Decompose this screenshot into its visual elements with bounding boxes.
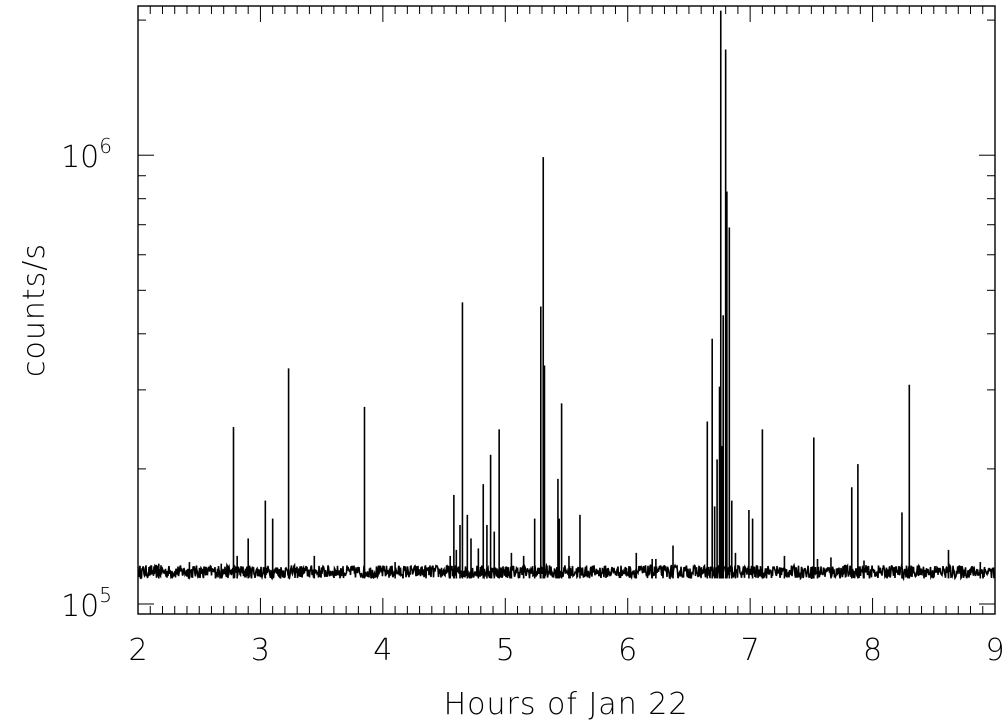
x-tick-label: 7 xyxy=(741,633,760,668)
x-tick-label: 8 xyxy=(863,633,882,668)
light-curve-series xyxy=(138,10,995,582)
y-tick-label: 105 xyxy=(61,583,112,624)
y-axis-label: counts/s xyxy=(17,243,52,377)
axis-tick-labels: 2 3 4 5 6 7 8 9 105 106 xyxy=(61,134,1004,668)
x-tick-label: 2 xyxy=(128,633,147,668)
x-tick-label: 4 xyxy=(373,633,392,668)
axis-ticks xyxy=(137,6,996,614)
x-tick-label: 3 xyxy=(251,633,270,668)
x-axis-label: Hours of Jan 22 xyxy=(444,687,689,722)
baseline-noise xyxy=(138,562,995,582)
x-tick-label: 5 xyxy=(496,633,515,668)
plot-frame xyxy=(137,5,996,615)
y-tick-label: 106 xyxy=(61,134,112,175)
x-tick-label: 9 xyxy=(985,633,1004,668)
x-tick-label: 6 xyxy=(618,633,637,668)
